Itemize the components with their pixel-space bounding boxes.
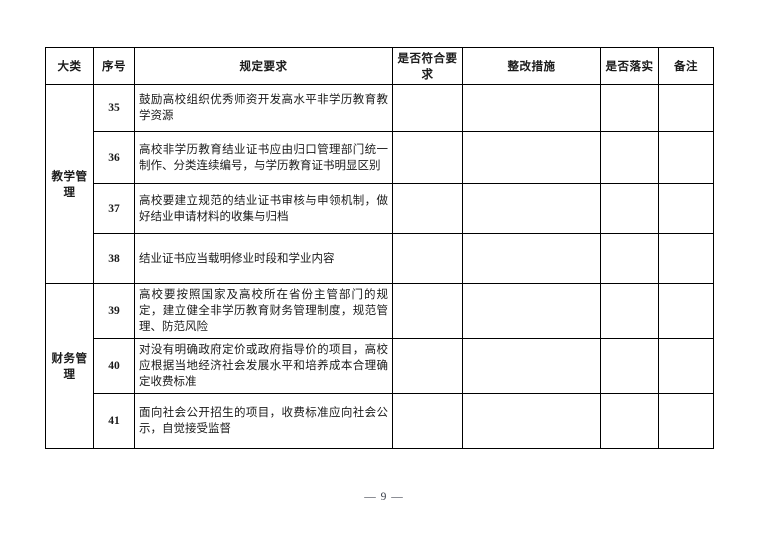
- table-row: 教学管理 35 鼓励高校组织优秀师资开发高水平非学历教育教学资源: [45, 84, 714, 284]
- empty-cell-1: [392, 283, 463, 339]
- empty-cell-2: [462, 131, 601, 184]
- table-row: 财务管理 39 高校要按照国家及高校所在省份主管部门的规定，建立健全非学历教育财务管…: [45, 283, 714, 449]
- column-header: 是否落实: [600, 47, 659, 85]
- row-number-cell: 38: [93, 233, 135, 284]
- empty-cell-4: [658, 84, 714, 132]
- empty-cell-1: [392, 338, 463, 394]
- empty-cell-3: [600, 183, 659, 234]
- empty-cell-2: [462, 283, 601, 339]
- table-row: 41 面向社会公开招生的项目，收费标准应向社会公示，自觉接受监督: [46, 393, 714, 449]
- empty-cell-2: [462, 393, 601, 449]
- empty-cell-3: [600, 338, 659, 394]
- empty-cell-2: [462, 84, 601, 132]
- column-header: 规定要求: [134, 47, 393, 85]
- empty-cell-2: [462, 233, 601, 284]
- row-number-cell: 40: [93, 338, 135, 394]
- row-number-cell: 35: [93, 84, 135, 132]
- requirement-cell: 鼓励高校组织优秀师资开发高水平非学历教育教学资源: [134, 84, 393, 132]
- table-row: 40 对没有明确政府定价或政府指导价的项目，高校应根据当地经济社会发展水平和培养成…: [46, 338, 714, 394]
- empty-cell-3: [600, 233, 659, 284]
- requirement-cell: 高校要按照国家及高校所在省份主管部门的规定，建立健全非学历教育财务管理制度，规范…: [134, 283, 393, 339]
- column-header: 序号: [93, 47, 135, 85]
- empty-cell-2: [462, 338, 601, 394]
- column-header: 整改措施: [462, 47, 601, 85]
- empty-cell-1: [392, 131, 463, 184]
- table-row: 36 高校非学历教育结业证书应由归口管理部门统一制作、分类连续编号，与学历教育证书…: [46, 131, 714, 184]
- empty-cell-4: [658, 338, 714, 394]
- empty-cell-3: [600, 283, 659, 339]
- empty-cell-1: [392, 233, 463, 284]
- compliance-table: 大类 序号 规定要求 是否符合要求 整改措施 是否落实 备注 教学管理 35 鼓励高校组织优秀师…: [45, 47, 714, 449]
- column-header: 备注: [658, 47, 714, 85]
- requirement-cell: 结业证书应当载明修业时段和学业内容: [134, 233, 393, 284]
- empty-cell-4: [658, 183, 714, 234]
- empty-cell-4: [658, 233, 714, 284]
- requirement-cell: 面向社会公开招生的项目，收费标准应向社会公示，自觉接受监督: [134, 393, 393, 449]
- empty-cell-1: [392, 84, 463, 132]
- empty-cell-1: [392, 393, 463, 449]
- table-body: 教学管理 35 鼓励高校组织优秀师资开发高水平非学历教育教学资源 36 高校非学历教育结…: [45, 84, 714, 449]
- requirement-cell: 对没有明确政府定价或政府指导价的项目，高校应根据当地经济社会发展水平和培养成本合…: [134, 338, 393, 394]
- empty-cell-4: [658, 283, 714, 339]
- table-header: 大类 序号 规定要求 是否符合要求 整改措施 是否落实 备注: [45, 47, 714, 85]
- category-cell: 财务管理: [45, 283, 94, 449]
- table-row: 38 结业证书应当载明修业时段和学业内容: [46, 233, 714, 284]
- header-row: 大类 序号 规定要求 是否符合要求 整改措施 是否落实 备注: [45, 47, 714, 85]
- column-header: 大类: [45, 47, 94, 85]
- empty-cell-4: [658, 131, 714, 184]
- page-number: — 9 —: [364, 491, 404, 503]
- empty-cell-4: [658, 393, 714, 449]
- table-row: 37 高校要建立规范的结业证书审核与申领机制，做好结业申请材料的收集与归档: [46, 183, 714, 234]
- row-number-cell: 39: [93, 283, 135, 339]
- empty-cell-1: [392, 183, 463, 234]
- column-header: 是否符合要求: [392, 47, 463, 85]
- empty-cell-3: [600, 131, 659, 184]
- empty-cell-3: [600, 393, 659, 449]
- empty-cell-3: [600, 84, 659, 132]
- empty-cell-2: [462, 183, 601, 234]
- category-cell: 教学管理: [45, 84, 94, 284]
- requirement-cell: 高校要建立规范的结业证书审核与申领机制，做好结业申请材料的收集与归档: [134, 183, 393, 234]
- row-number-cell: 37: [93, 183, 135, 234]
- row-number-cell: 36: [93, 131, 135, 184]
- requirement-cell: 高校非学历教育结业证书应由归口管理部门统一制作、分类连续编号，与学历教育证书明显…: [134, 131, 393, 184]
- row-number-cell: 41: [93, 393, 135, 449]
